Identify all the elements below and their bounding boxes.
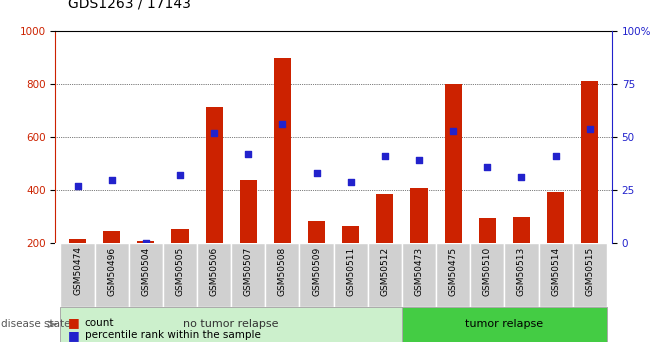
Bar: [171, 229, 189, 243]
Point: [174, 172, 185, 178]
Bar: [240, 179, 256, 243]
Point: [243, 151, 253, 157]
Bar: [342, 226, 359, 243]
Text: GSM50514: GSM50514: [551, 246, 560, 296]
Text: tumor relapse: tumor relapse: [465, 319, 544, 329]
Bar: [94, 243, 129, 307]
Point: [209, 130, 219, 136]
Text: ■: ■: [68, 329, 80, 342]
Bar: [445, 84, 462, 243]
Bar: [411, 188, 428, 243]
Text: GDS1263 / 17143: GDS1263 / 17143: [68, 0, 191, 10]
Bar: [505, 243, 538, 307]
Text: percentile rank within the sample: percentile rank within the sample: [85, 331, 260, 340]
Bar: [163, 243, 197, 307]
Text: GSM50505: GSM50505: [176, 246, 184, 296]
Bar: [61, 243, 94, 307]
Point: [585, 126, 595, 131]
Text: GSM50508: GSM50508: [278, 246, 287, 296]
Text: disease state: disease state: [1, 319, 70, 329]
Bar: [206, 107, 223, 243]
Text: ■: ■: [68, 316, 80, 329]
Text: GSM50511: GSM50511: [346, 246, 355, 296]
Bar: [299, 243, 333, 307]
Text: GSM50512: GSM50512: [380, 246, 389, 296]
Text: GSM50475: GSM50475: [449, 246, 458, 296]
Bar: [581, 81, 598, 243]
Bar: [61, 307, 402, 342]
Point: [72, 183, 83, 189]
Point: [380, 154, 390, 159]
Bar: [308, 221, 325, 243]
Point: [277, 122, 288, 127]
Bar: [274, 58, 291, 243]
Bar: [197, 243, 231, 307]
Text: GSM50473: GSM50473: [415, 246, 424, 296]
Point: [311, 170, 322, 176]
Point: [141, 240, 151, 246]
Text: GSM50496: GSM50496: [107, 246, 116, 296]
Bar: [368, 243, 402, 307]
Bar: [470, 243, 505, 307]
Bar: [478, 218, 496, 243]
Point: [516, 175, 527, 180]
Bar: [129, 243, 163, 307]
Bar: [69, 239, 86, 243]
Point: [448, 128, 458, 134]
Text: GSM50513: GSM50513: [517, 246, 526, 296]
Text: GSM50515: GSM50515: [585, 246, 594, 296]
Point: [550, 154, 561, 159]
Bar: [538, 243, 573, 307]
Bar: [231, 243, 266, 307]
Text: GSM50474: GSM50474: [73, 246, 82, 295]
Text: GSM50510: GSM50510: [483, 246, 492, 296]
Point: [414, 158, 424, 163]
Text: GSM50507: GSM50507: [243, 246, 253, 296]
Point: [107, 177, 117, 182]
Bar: [513, 217, 530, 243]
Bar: [103, 231, 120, 243]
Bar: [573, 243, 607, 307]
Bar: [137, 240, 154, 243]
Bar: [547, 191, 564, 243]
Bar: [376, 194, 393, 243]
Bar: [333, 243, 368, 307]
Bar: [402, 243, 436, 307]
Text: GSM50506: GSM50506: [210, 246, 219, 296]
Bar: [436, 243, 470, 307]
Point: [346, 179, 356, 185]
Text: GSM50509: GSM50509: [312, 246, 321, 296]
Text: no tumor relapse: no tumor relapse: [184, 319, 279, 329]
Text: GSM50504: GSM50504: [141, 246, 150, 296]
Text: count: count: [85, 318, 114, 327]
Bar: [266, 243, 299, 307]
Bar: [402, 307, 607, 342]
Point: [482, 164, 493, 170]
